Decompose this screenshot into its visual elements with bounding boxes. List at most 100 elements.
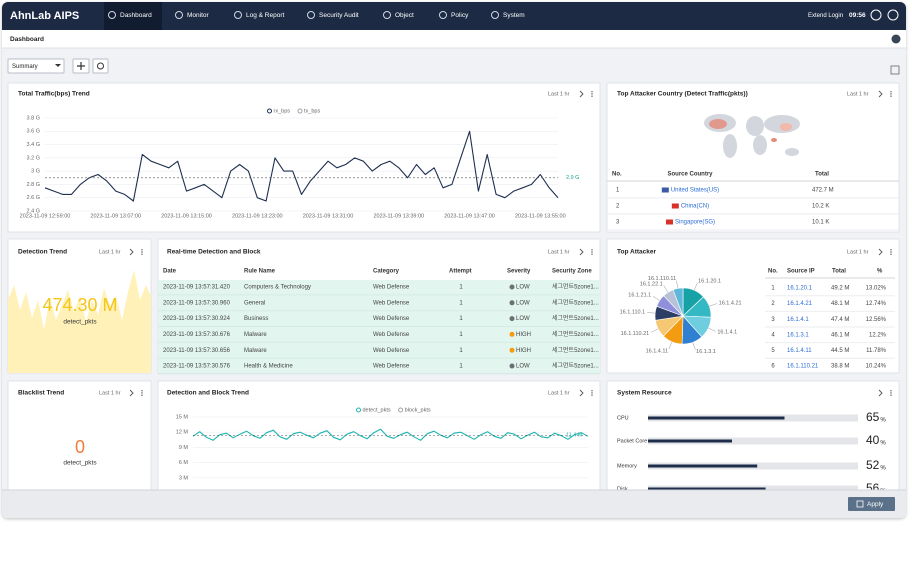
resource-bar (648, 464, 758, 468)
range-label: Last 1 hr (99, 390, 121, 396)
x-tick-label: 2023-11-09 13:07:00 (90, 213, 141, 219)
help-icon[interactable] (887, 9, 899, 21)
y-tick-label: 6 M (179, 460, 189, 466)
y-tick-label: 9 M (179, 445, 189, 451)
nav-tab[interactable]: Policy (451, 12, 469, 19)
ip-link[interactable]: 16.1.4.11 (787, 348, 812, 354)
table-header: % (877, 269, 883, 275)
table-cell: 세그먼트5zone1... (552, 283, 599, 291)
panel-country (606, 82, 900, 233)
pie-label: 16.1.4.21 (719, 300, 742, 306)
ip-link[interactable]: 16.1.3.1 (787, 332, 809, 338)
pie-label: 16.1.110.21 (621, 331, 650, 337)
y-tick-label: 3.2 G (27, 155, 40, 161)
country-link[interactable]: China(CN) (681, 204, 709, 210)
table-cell: 6 (771, 364, 775, 370)
world-map (704, 114, 800, 158)
severity-dot (509, 300, 515, 306)
legend-marker (297, 108, 303, 114)
extend-login[interactable]: Extend Login (808, 13, 843, 19)
resource-label: Disk (617, 486, 628, 492)
y-tick-label: 3 M (179, 475, 189, 481)
refresh-icon (97, 62, 104, 70)
x-tick-label: 2023-11-09 13:55:00 (515, 213, 566, 219)
pie-label: 16.1.110.11 (648, 276, 676, 282)
menu-dot (141, 392, 143, 394)
apply-label[interactable]: Apply (867, 501, 884, 508)
country-link[interactable]: United States(US) (671, 188, 719, 194)
pie-slice (672, 287, 684, 317)
view-select-label[interactable]: Summary (12, 64, 38, 70)
y-tick-label: 3 G (31, 169, 40, 175)
x-tick-label: 2023-11-09 13:31:00 (303, 213, 354, 219)
table-header: Security Zone (552, 269, 592, 275)
nav-tab[interactable]: Security Audit (319, 12, 359, 19)
table-cell: Health & Medicine (244, 364, 293, 370)
menu-dot (141, 249, 143, 251)
next-icon[interactable] (129, 389, 134, 397)
apply-button[interactable] (848, 497, 895, 511)
view-select[interactable] (7, 58, 65, 74)
table-cell: 1 (459, 364, 463, 370)
refresh-button[interactable] (92, 58, 109, 74)
table-cell: 48.1 M (831, 301, 849, 307)
next-icon[interactable] (579, 248, 584, 256)
nav-tab[interactable]: Dashboard (120, 12, 152, 19)
table-cell: 46.1 M (831, 332, 849, 338)
panel-blacklist (7, 380, 152, 502)
next-icon[interactable] (878, 389, 883, 397)
resource-unit: % (880, 441, 886, 447)
menu-dot (141, 394, 143, 396)
nav-tab[interactable]: System (503, 12, 525, 19)
severity-label: LOW (516, 364, 530, 370)
ip-link[interactable]: 16.1.4.21 (787, 301, 813, 307)
ip-link[interactable]: 16.1.110.21 (787, 364, 819, 370)
x-tick-label: 2023-11-09 13:47:00 (444, 213, 495, 219)
tab-icon (175, 11, 183, 19)
table-cell: Business (244, 316, 268, 322)
user-icon[interactable] (870, 9, 882, 21)
ip-link[interactable]: 16.1.20.1 (787, 286, 813, 292)
ip-link[interactable]: 16.1.4.1 (787, 317, 809, 323)
nav-tab[interactable]: Object (395, 12, 414, 19)
map-land (723, 134, 737, 158)
flag (671, 203, 679, 209)
table-cell: 2023-11-09 13:57:31.420 (163, 285, 231, 291)
country-link[interactable]: Singapore(SG) (675, 220, 715, 226)
x-tick-label: 2023-11-09 13:39:00 (373, 213, 424, 219)
next-icon[interactable] (579, 90, 584, 98)
y-tick-label: 3.8 G (27, 115, 40, 121)
table-cell: 2023-11-09 13:57:30.924 (163, 316, 231, 322)
table-cell: 1 (459, 300, 463, 306)
expand-icon[interactable] (890, 65, 900, 75)
flag (661, 187, 669, 193)
menu-dot (591, 390, 593, 392)
nav-tab[interactable]: Log & Report (246, 12, 284, 19)
menu-dot (890, 95, 892, 97)
nav-tab[interactable]: Monitor (187, 12, 210, 19)
severity-dot (509, 331, 515, 337)
menu-dot (890, 249, 892, 251)
next-icon[interactable] (878, 248, 883, 256)
next-icon[interactable] (129, 248, 134, 256)
severity-dot (509, 347, 515, 353)
legend-marker (356, 407, 361, 413)
table-cell: 4 (771, 332, 775, 338)
tab-icon (383, 11, 391, 19)
breadcrumb-icon[interactable] (891, 34, 901, 44)
table-header: Total (832, 269, 846, 275)
legend-marker (267, 108, 272, 114)
x-tick-label: 2023-11-09 13:15:00 (161, 213, 212, 219)
table-cell: 47.4 M (831, 317, 849, 323)
next-icon[interactable] (878, 90, 883, 98)
y-tick-label: 2.6 G (27, 195, 40, 201)
table-cell: Web Defense (373, 332, 410, 338)
panel-title: System Resource (617, 390, 672, 397)
severity-dot (509, 284, 515, 290)
x-tick-label: 2023-11-09 13:23:00 (232, 213, 283, 219)
flag (665, 219, 673, 225)
next-icon[interactable] (579, 389, 584, 397)
range-label: Last 1 hr (548, 249, 570, 255)
table-header: Rule Name (244, 269, 276, 275)
